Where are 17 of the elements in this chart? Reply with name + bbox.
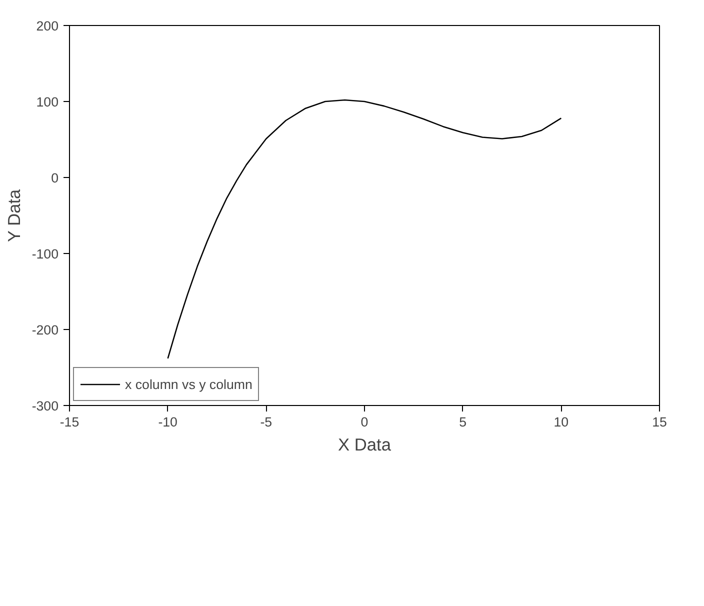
y-tick-label: 100 (36, 94, 59, 110)
x-tick-label: -10 (158, 414, 178, 430)
y-tick-label: -300 (32, 398, 59, 414)
x-tick-label: -15 (60, 414, 80, 430)
x-tick-label: -5 (260, 414, 272, 430)
x-axis-title: X Data (338, 434, 392, 454)
y-tick-label: -100 (32, 246, 59, 262)
y-tick-label: 0 (51, 170, 59, 186)
x-tick-label: 10 (554, 414, 569, 430)
legend-label: x column vs y column (125, 376, 252, 392)
x-tick-label: 0 (360, 414, 368, 430)
y-tick-label: -200 (32, 322, 59, 338)
y-axis-title: Y Data (4, 188, 24, 242)
x-tick-label: 5 (459, 414, 467, 430)
y-tick-label: 200 (36, 18, 59, 34)
x-tick-label: 15 (652, 414, 667, 430)
line-series (167, 99, 562, 360)
